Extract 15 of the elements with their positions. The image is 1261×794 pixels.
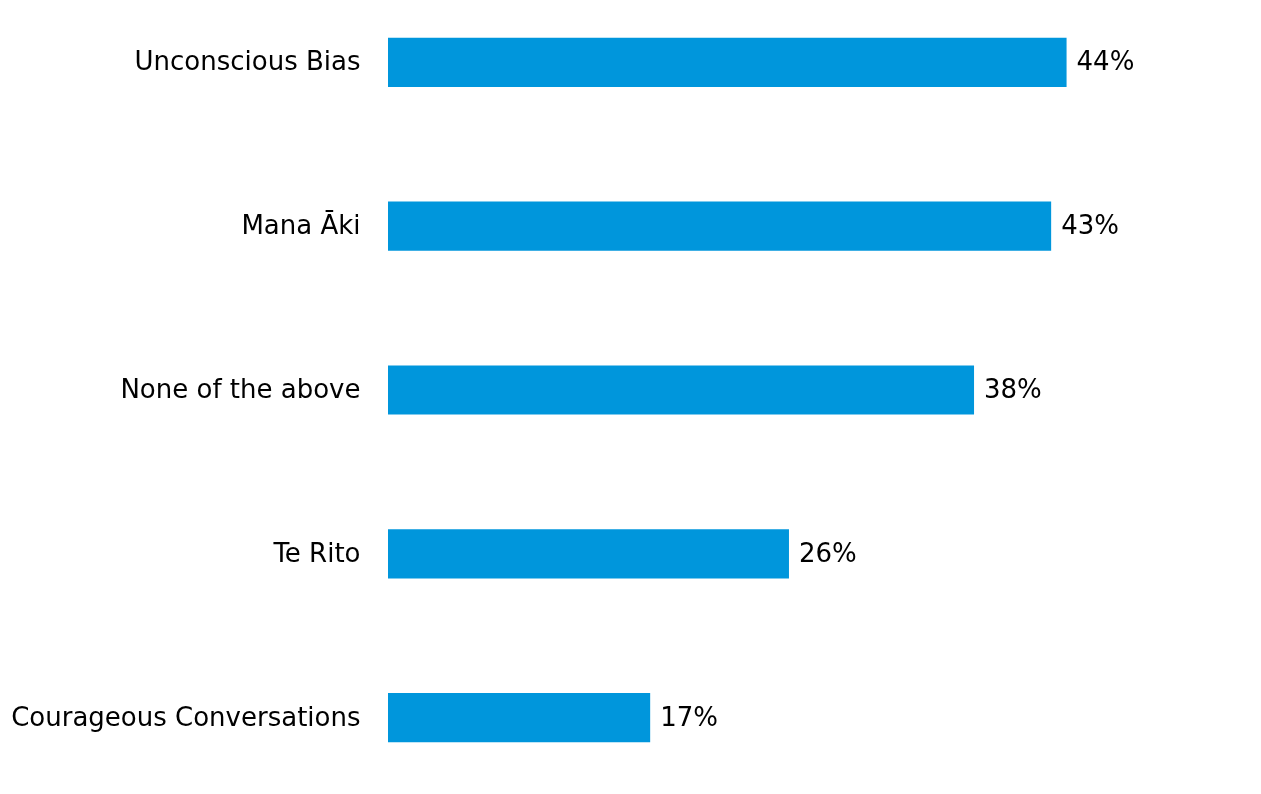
y-tick-label: Te Rito [272, 537, 361, 568]
y-tick-label: Mana Āki [241, 210, 361, 241]
bar [388, 201, 1052, 251]
data-label: 26% [798, 537, 857, 568]
bar [388, 365, 975, 415]
bar [388, 529, 789, 579]
y-tick-label: None of the above [120, 374, 361, 404]
y-tick-label: Unconscious Bias [134, 46, 361, 77]
data-label: 43% [1061, 210, 1119, 241]
bar [388, 693, 651, 743]
y-tick-label: Courageous Conversations [11, 701, 361, 732]
data-label: 38% [984, 374, 1042, 404]
data-label: 17% [660, 701, 718, 732]
bar [388, 37, 1067, 87]
data-label: 44% [1076, 46, 1135, 77]
